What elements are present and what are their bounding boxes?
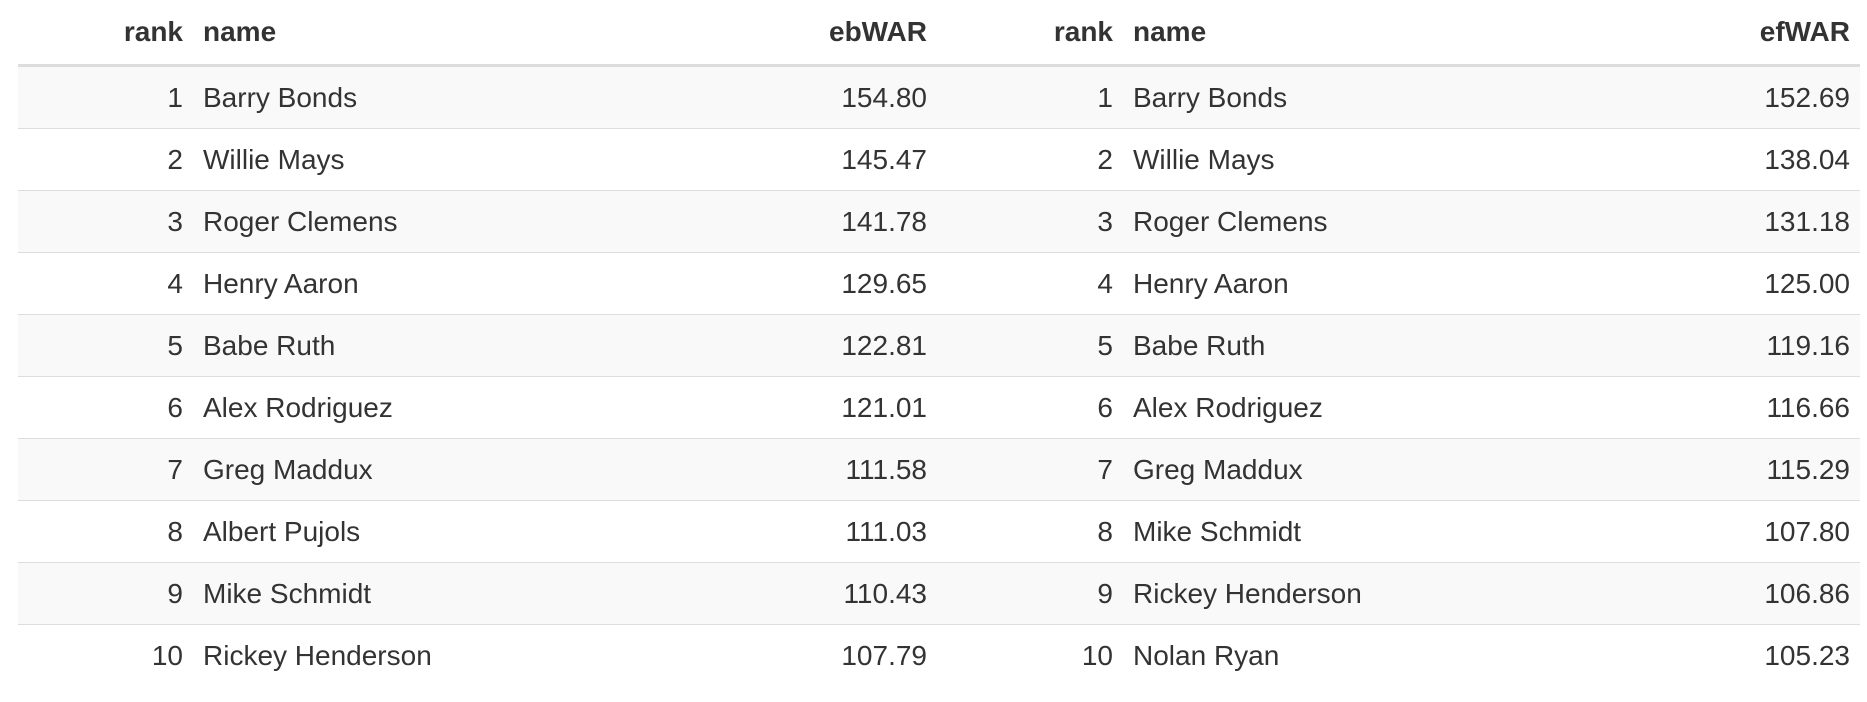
table-row: 6 Alex Rodriguez 116.66 [937, 376, 1860, 439]
rank-cell: 9 [937, 562, 1123, 625]
value-cell: 154.80 [773, 65, 937, 129]
value-cell: 116.66 [1703, 376, 1860, 439]
rank-cell: 1 [18, 65, 193, 129]
value-cell: 121.01 [773, 376, 937, 439]
rank-cell: 3 [18, 190, 193, 253]
rank-cell: 5 [937, 314, 1123, 377]
rank-cell: 3 [937, 190, 1123, 253]
name-cell: Henry Aaron [193, 252, 773, 315]
value-cell: 129.65 [773, 252, 937, 315]
name-header[interactable]: name [1123, 0, 1703, 67]
rank-cell: 4 [937, 252, 1123, 315]
rank-cell: 7 [18, 438, 193, 501]
value-cell: 122.81 [773, 314, 937, 377]
name-cell: Mike Schmidt [193, 562, 773, 625]
name-cell: Nolan Ryan [1123, 624, 1703, 686]
name-cell: Rickey Henderson [1123, 562, 1703, 625]
table-row: 7 Greg Maddux 115.29 [937, 438, 1860, 501]
rank-cell: 5 [18, 314, 193, 377]
value-cell: 152.69 [1703, 65, 1860, 129]
value-cell: 145.47 [773, 128, 937, 191]
table-row: 1 Barry Bonds 154.80 [18, 65, 937, 129]
rank-header[interactable]: rank [937, 0, 1123, 67]
name-cell: Rickey Henderson [193, 624, 773, 686]
rank-cell: 2 [937, 128, 1123, 191]
name-cell: Alex Rodriguez [1123, 376, 1703, 439]
value-cell: 125.00 [1703, 252, 1860, 315]
ebwar-table: rank name ebWAR 1 Barry Bonds 154.80 2 Willi… [18, 0, 937, 686]
value-cell: 105.23 [1703, 624, 1860, 686]
name-cell: Mike Schmidt [1123, 500, 1703, 563]
name-cell: Roger Clemens [1123, 190, 1703, 253]
table-row: 8 Albert Pujols 111.03 [18, 500, 937, 563]
name-cell: Roger Clemens [193, 190, 773, 253]
value-cell: 107.79 [773, 624, 937, 686]
name-cell: Greg Maddux [1123, 438, 1703, 501]
value-cell: 107.80 [1703, 500, 1860, 563]
table-row: 10 Nolan Ryan 105.23 [937, 624, 1860, 686]
table-row: 4 Henry Aaron 125.00 [937, 252, 1860, 315]
value-cell: 131.18 [1703, 190, 1860, 253]
table-row: 6 Alex Rodriguez 121.01 [18, 376, 937, 439]
name-cell: Barry Bonds [1123, 65, 1703, 129]
value-cell: 138.04 [1703, 128, 1860, 191]
name-cell: Henry Aaron [1123, 252, 1703, 315]
rank-cell: 1 [937, 65, 1123, 129]
efwar-table: rank name efWAR 1 Barry Bonds 152.69 2 Willi… [937, 0, 1860, 686]
name-cell: Willie Mays [1123, 128, 1703, 191]
name-cell: Babe Ruth [1123, 314, 1703, 377]
name-cell: Willie Mays [193, 128, 773, 191]
name-cell: Babe Ruth [193, 314, 773, 377]
value-cell: 119.16 [1703, 314, 1860, 377]
name-cell: Greg Maddux [193, 438, 773, 501]
tables-container: rank name ebWAR 1 Barry Bonds 154.80 2 Willi… [18, 0, 1860, 686]
rank-cell: 9 [18, 562, 193, 625]
table-row: 7 Greg Maddux 111.58 [18, 438, 937, 501]
value-cell: 110.43 [773, 562, 937, 625]
rank-cell: 2 [18, 128, 193, 191]
ebwar-header[interactable]: ebWAR [773, 0, 937, 67]
table-row: 2 Willie Mays 138.04 [937, 128, 1860, 191]
rank-header[interactable]: rank [18, 0, 193, 67]
rank-cell: 8 [937, 500, 1123, 563]
table-row: 5 Babe Ruth 122.81 [18, 314, 937, 377]
name-cell: Barry Bonds [193, 65, 773, 129]
table-row: 10 Rickey Henderson 107.79 [18, 624, 937, 686]
rank-cell: 6 [18, 376, 193, 439]
value-cell: 141.78 [773, 190, 937, 253]
table-row: 9 Rickey Henderson 106.86 [937, 562, 1860, 625]
rank-cell: 8 [18, 500, 193, 563]
value-cell: 111.58 [773, 438, 937, 501]
table-row: 9 Mike Schmidt 110.43 [18, 562, 937, 625]
rank-cell: 4 [18, 252, 193, 315]
header-row: rank name ebWAR [18, 0, 937, 67]
rank-cell: 10 [937, 624, 1123, 686]
value-cell: 106.86 [1703, 562, 1860, 625]
table-row: 5 Babe Ruth 119.16 [937, 314, 1860, 377]
rank-cell: 10 [18, 624, 193, 686]
ebwar-table-body: 1 Barry Bonds 154.80 2 Willie Mays 145.47 3 Rog… [18, 65, 937, 686]
name-cell: Alex Rodriguez [193, 376, 773, 439]
table-row: 8 Mike Schmidt 107.80 [937, 500, 1860, 563]
efwar-table-body: 1 Barry Bonds 152.69 2 Willie Mays 138.04 3 Rog… [937, 65, 1860, 686]
name-header[interactable]: name [193, 0, 773, 67]
name-cell: Albert Pujols [193, 500, 773, 563]
rank-cell: 6 [937, 376, 1123, 439]
header-row: rank name efWAR [937, 0, 1860, 67]
rank-cell: 7 [937, 438, 1123, 501]
table-row: 3 Roger Clemens 141.78 [18, 190, 937, 253]
table-row: 3 Roger Clemens 131.18 [937, 190, 1860, 253]
efwar-header[interactable]: efWAR [1703, 0, 1860, 67]
table-row: 4 Henry Aaron 129.65 [18, 252, 937, 315]
table-row: 2 Willie Mays 145.47 [18, 128, 937, 191]
table-row: 1 Barry Bonds 152.69 [937, 65, 1860, 129]
value-cell: 111.03 [773, 500, 937, 563]
value-cell: 115.29 [1703, 438, 1860, 501]
